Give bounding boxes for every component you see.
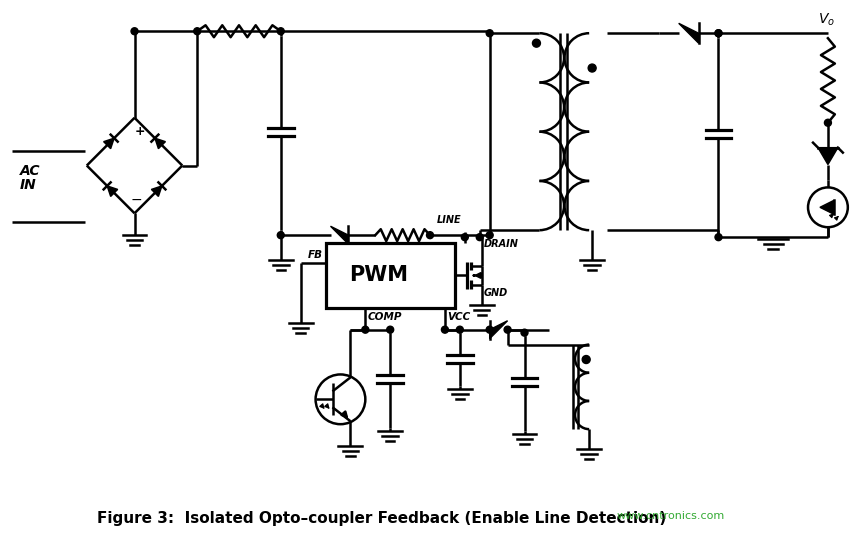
Circle shape: [441, 326, 449, 333]
Circle shape: [456, 326, 463, 333]
Circle shape: [131, 28, 138, 35]
Circle shape: [521, 329, 528, 336]
Circle shape: [505, 326, 511, 333]
Polygon shape: [820, 200, 834, 214]
Circle shape: [715, 29, 722, 36]
Text: +: +: [134, 125, 145, 138]
Circle shape: [486, 326, 493, 333]
Circle shape: [277, 232, 284, 239]
Circle shape: [426, 232, 433, 239]
Text: Figure 3:  Isolated Opto–coupler Feedback (Enable Line Detection): Figure 3: Isolated Opto–coupler Feedback…: [97, 511, 666, 526]
Circle shape: [715, 234, 722, 241]
Circle shape: [194, 28, 201, 35]
Circle shape: [486, 29, 493, 36]
Circle shape: [533, 39, 541, 47]
Circle shape: [462, 234, 468, 241]
Circle shape: [825, 120, 831, 126]
Text: PWM: PWM: [348, 265, 408, 286]
Text: GND: GND: [484, 288, 508, 299]
Text: IN: IN: [20, 178, 37, 192]
Circle shape: [486, 232, 493, 239]
Circle shape: [476, 234, 483, 241]
Text: COMP: COMP: [367, 312, 402, 322]
Text: LINE: LINE: [438, 215, 462, 225]
Circle shape: [362, 326, 369, 333]
Text: −: −: [130, 192, 142, 206]
Polygon shape: [104, 138, 114, 148]
Circle shape: [583, 355, 590, 363]
Polygon shape: [330, 226, 348, 244]
Circle shape: [589, 64, 596, 72]
Text: VCC: VCC: [447, 312, 470, 322]
Text: DRAIN: DRAIN: [484, 239, 518, 249]
Polygon shape: [818, 147, 838, 165]
Circle shape: [277, 28, 284, 35]
Text: FB: FB: [307, 250, 323, 260]
Polygon shape: [679, 23, 698, 43]
Bar: [325, 243, 455, 308]
Polygon shape: [107, 186, 118, 196]
Text: AC: AC: [20, 163, 40, 177]
Circle shape: [387, 326, 394, 333]
Text: www.cntronics.com: www.cntronics.com: [617, 511, 725, 521]
Circle shape: [715, 29, 722, 36]
Text: $V_o$: $V_o$: [818, 12, 835, 28]
Polygon shape: [155, 138, 166, 148]
Polygon shape: [490, 321, 508, 339]
Polygon shape: [151, 186, 162, 196]
